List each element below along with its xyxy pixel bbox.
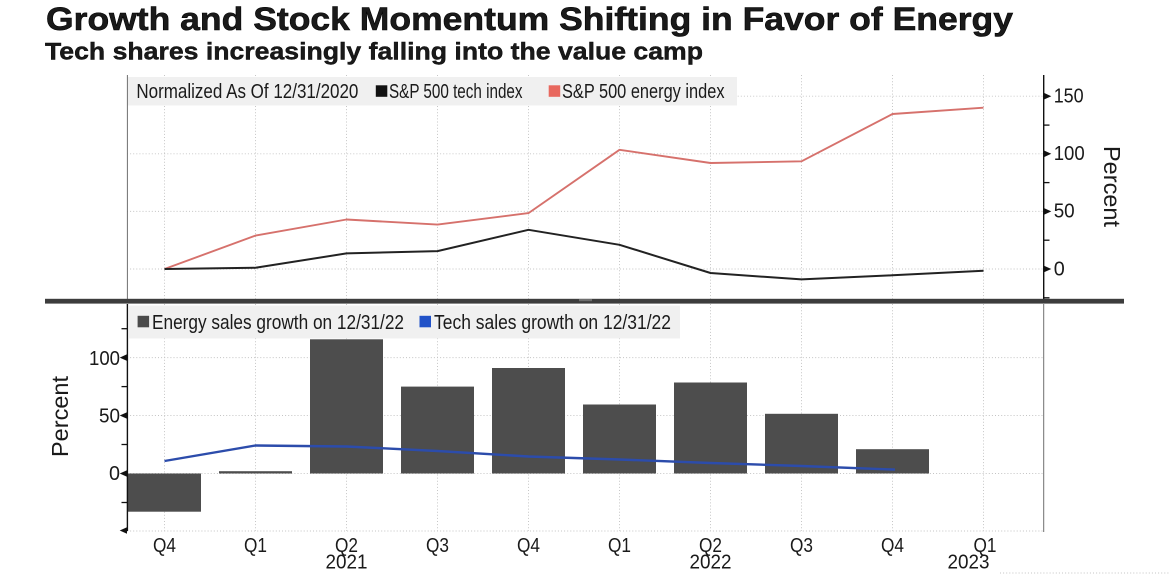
svg-text:Q1: Q1 [244, 535, 267, 557]
svg-text:Q2: Q2 [335, 535, 358, 557]
svg-text:2021: 2021 [326, 552, 368, 574]
svg-text:Q3: Q3 [790, 535, 813, 557]
svg-text:Percent: Percent [1099, 146, 1125, 228]
svg-text:Normalized As Of 12/31/2020: Normalized As Of 12/31/2020 [136, 81, 358, 103]
svg-text:100: 100 [1054, 143, 1085, 165]
svg-text:50: 50 [1054, 201, 1075, 223]
svg-text:Q4: Q4 [153, 535, 176, 557]
svg-text:Growth and Stock Momentum Shif: Growth and Stock Momentum Shifting in Fa… [46, 1, 1013, 37]
svg-text:Q2: Q2 [699, 535, 722, 557]
svg-text:2023: 2023 [948, 552, 990, 574]
svg-text:S&P 500 tech index: S&P 500 tech index [389, 81, 523, 103]
svg-text:0: 0 [1054, 258, 1065, 280]
svg-text:Energy sales growth on 12/31/2: Energy sales growth on 12/31/22 [152, 312, 404, 334]
svg-text:100: 100 [89, 348, 120, 370]
svg-text:Q4: Q4 [881, 535, 904, 557]
svg-text:S&P 500 energy index: S&P 500 energy index [562, 81, 725, 103]
svg-text:Q4: Q4 [517, 535, 540, 557]
svg-text:Q3: Q3 [426, 535, 449, 557]
svg-text:150: 150 [1054, 86, 1084, 108]
svg-text:Tech sales growth on 12/31/22: Tech sales growth on 12/31/22 [434, 312, 671, 334]
svg-text:2022: 2022 [690, 552, 732, 574]
svg-text:50: 50 [99, 405, 120, 427]
svg-text:Q1: Q1 [608, 535, 631, 557]
svg-text:Percent: Percent [47, 375, 73, 457]
svg-text:Tech shares increasingly falli: Tech shares increasingly falling into th… [45, 39, 703, 66]
svg-text:Q1: Q1 [974, 535, 997, 557]
svg-text:0: 0 [109, 463, 120, 485]
